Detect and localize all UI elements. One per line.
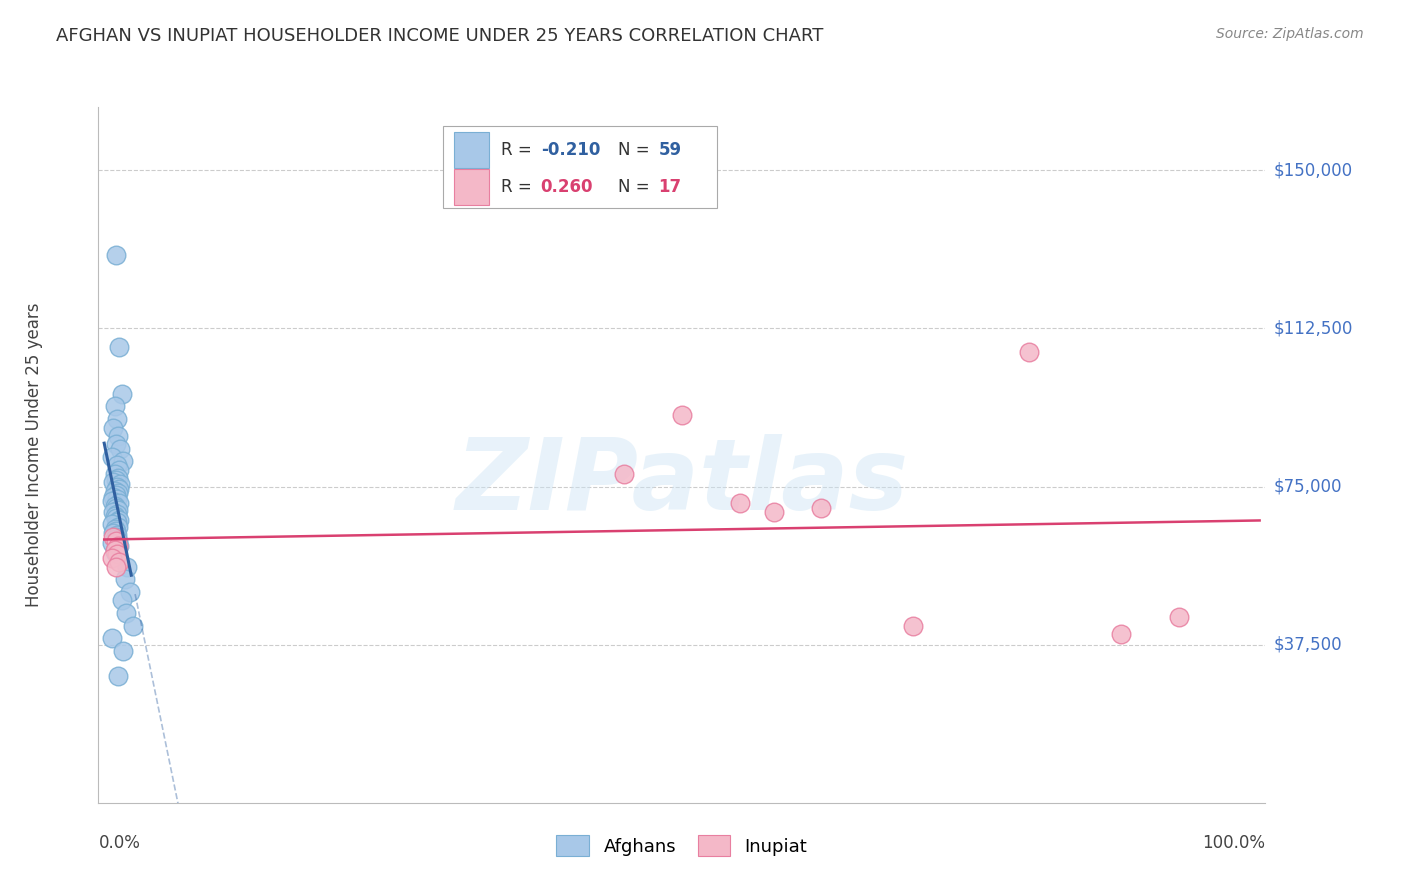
Text: 0.260: 0.260 bbox=[541, 178, 593, 196]
Point bbox=[104, 247, 127, 261]
Point bbox=[122, 618, 145, 632]
Point bbox=[1018, 344, 1040, 359]
Point bbox=[110, 442, 132, 456]
Point bbox=[103, 525, 125, 540]
Point bbox=[1109, 627, 1132, 641]
Point bbox=[101, 517, 124, 532]
Point bbox=[810, 500, 832, 515]
Text: 0.0%: 0.0% bbox=[98, 834, 141, 852]
Point bbox=[107, 519, 129, 533]
Point bbox=[104, 534, 127, 549]
Point bbox=[105, 542, 128, 557]
Text: N =: N = bbox=[617, 178, 655, 196]
Point bbox=[104, 559, 127, 574]
Point bbox=[763, 505, 786, 519]
Point bbox=[105, 507, 128, 521]
Point bbox=[107, 534, 129, 549]
Point bbox=[104, 545, 127, 559]
Point bbox=[103, 530, 125, 544]
Text: R =: R = bbox=[501, 141, 537, 160]
FancyBboxPatch shape bbox=[443, 126, 717, 208]
Point bbox=[728, 496, 751, 510]
Text: $112,500: $112,500 bbox=[1274, 319, 1353, 337]
Point bbox=[671, 408, 693, 422]
Point bbox=[101, 494, 124, 508]
Point bbox=[111, 644, 134, 658]
Point bbox=[101, 632, 124, 646]
Point bbox=[901, 618, 924, 632]
Point bbox=[107, 486, 129, 500]
Point bbox=[110, 477, 132, 491]
Point bbox=[101, 450, 124, 464]
Point bbox=[105, 547, 128, 561]
Point bbox=[104, 483, 127, 498]
Text: $75,000: $75,000 bbox=[1274, 477, 1343, 496]
Point bbox=[105, 412, 128, 426]
Point bbox=[114, 572, 136, 586]
Point bbox=[110, 593, 132, 607]
Point bbox=[613, 467, 636, 481]
Text: 17: 17 bbox=[658, 178, 682, 196]
Point bbox=[105, 528, 128, 542]
Legend: Afghans, Inupiat: Afghans, Inupiat bbox=[550, 828, 814, 863]
Point bbox=[104, 511, 127, 525]
Point bbox=[104, 473, 127, 487]
Point bbox=[104, 509, 127, 524]
Text: $37,500: $37,500 bbox=[1274, 636, 1343, 654]
Point bbox=[103, 420, 125, 434]
Point bbox=[103, 490, 125, 504]
Point bbox=[107, 539, 129, 553]
Text: R =: R = bbox=[501, 178, 537, 196]
Point bbox=[117, 559, 139, 574]
Point bbox=[105, 458, 128, 473]
Point bbox=[103, 475, 125, 490]
Text: AFGHAN VS INUPIAT HOUSEHOLDER INCOME UNDER 25 YEARS CORRELATION CHART: AFGHAN VS INUPIAT HOUSEHOLDER INCOME UND… bbox=[56, 27, 824, 45]
Text: -0.210: -0.210 bbox=[541, 141, 600, 160]
Text: 100.0%: 100.0% bbox=[1202, 834, 1265, 852]
Point bbox=[1167, 610, 1189, 624]
Point bbox=[103, 505, 125, 519]
Point bbox=[110, 386, 132, 401]
Point bbox=[104, 541, 127, 555]
Point bbox=[104, 488, 127, 502]
Point bbox=[108, 539, 131, 553]
Point bbox=[104, 500, 127, 515]
FancyBboxPatch shape bbox=[454, 132, 489, 168]
Point bbox=[104, 437, 127, 451]
Point bbox=[108, 513, 131, 527]
Point bbox=[104, 499, 127, 513]
Text: $150,000: $150,000 bbox=[1274, 161, 1353, 179]
Text: ZIPatlas: ZIPatlas bbox=[456, 434, 908, 532]
Point bbox=[101, 551, 124, 566]
Point bbox=[108, 496, 131, 510]
Point bbox=[104, 524, 127, 538]
Point bbox=[108, 340, 131, 354]
Text: 59: 59 bbox=[658, 141, 682, 160]
Point bbox=[108, 556, 131, 570]
Point bbox=[104, 533, 127, 547]
Point bbox=[105, 492, 128, 507]
Point bbox=[105, 516, 128, 530]
Point bbox=[104, 542, 127, 557]
Text: Source: ZipAtlas.com: Source: ZipAtlas.com bbox=[1216, 27, 1364, 41]
Point bbox=[101, 536, 124, 550]
Point bbox=[104, 530, 127, 544]
Point bbox=[104, 400, 127, 414]
Point bbox=[108, 482, 131, 496]
Point bbox=[107, 429, 129, 443]
Point bbox=[105, 479, 128, 493]
Point bbox=[107, 502, 129, 516]
Text: N =: N = bbox=[617, 141, 655, 160]
Point bbox=[107, 669, 129, 683]
Point bbox=[115, 606, 138, 620]
Point bbox=[104, 522, 127, 536]
Point bbox=[104, 467, 127, 481]
Point bbox=[118, 585, 141, 599]
Text: Householder Income Under 25 years: Householder Income Under 25 years bbox=[25, 302, 44, 607]
Point bbox=[111, 454, 134, 468]
Point bbox=[108, 463, 131, 477]
Point bbox=[107, 471, 129, 485]
FancyBboxPatch shape bbox=[454, 169, 489, 205]
